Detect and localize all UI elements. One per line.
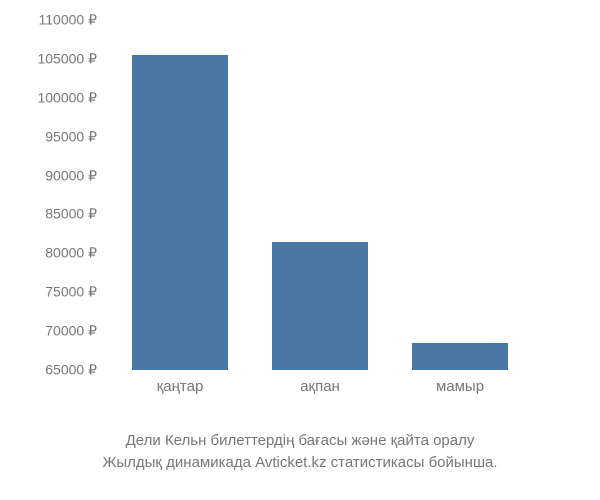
y-tick-label: 110000 ₽ [39,12,97,29]
y-tick-label: 75000 ₽ [45,284,97,301]
x-tick-label: қаңтар [157,378,204,395]
caption-line-1: Дели Кельн билеттердің бағасы және қайта… [0,430,600,452]
caption-line-2: Жылдық динамикада Avticket.kz статистика… [0,452,600,474]
bar [132,55,227,370]
bar [412,343,507,370]
y-tick-label: 80000 ₽ [45,245,97,262]
y-axis-labels: 65000 ₽70000 ₽75000 ₽80000 ₽85000 ₽90000… [0,20,105,370]
plot-area [110,20,530,370]
y-tick-label: 95000 ₽ [45,128,97,145]
y-tick-label: 105000 ₽ [37,50,97,67]
y-tick-label: 65000 ₽ [45,362,97,379]
x-axis-labels: қаңтар ақпан мамыр [110,378,530,402]
y-tick-label: 85000 ₽ [45,206,97,223]
x-tick-label: мамыр [436,378,484,395]
y-tick-label: 90000 ₽ [45,167,97,184]
bar [272,242,367,370]
x-tick-label: ақпан [300,378,340,395]
chart-caption: Дели Кельн билеттердің бағасы және қайта… [0,430,600,474]
y-tick-label: 70000 ₽ [45,323,97,340]
y-tick-label: 100000 ₽ [37,89,97,106]
bars-container [110,20,530,370]
price-bar-chart: 65000 ₽ 70000 ₽ 75000 ₽ 80000 ₽ 85000 ₽ 90000… [0,0,600,500]
